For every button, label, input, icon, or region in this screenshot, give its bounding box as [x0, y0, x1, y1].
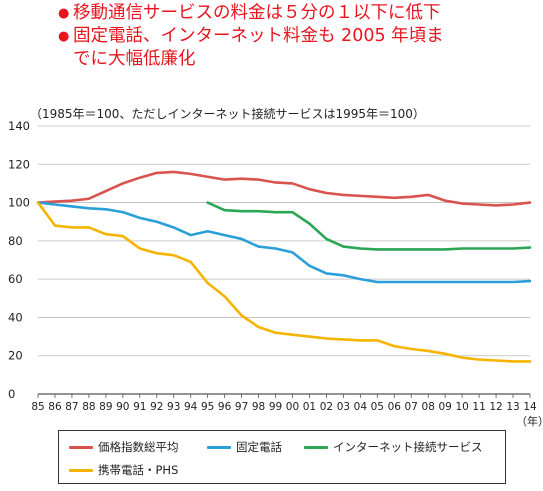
- x-tick-label: 01: [303, 401, 316, 413]
- x-tick-label: 90: [116, 401, 129, 413]
- x-tick-label: 94: [184, 401, 198, 413]
- x-tick-label: 06: [388, 401, 402, 413]
- x-tick-label: 86: [48, 401, 62, 413]
- x-tick-label: 14: [523, 401, 537, 413]
- series-line-4: [36, 201, 532, 363]
- chart-note: （1985年＝100、ただしインターネット接続サービスは1995年＝100）: [30, 106, 425, 121]
- y-tick-label: 20: [8, 349, 23, 363]
- bullet-icon: ●: [58, 29, 70, 44]
- legend-item-internet: インターネット接続サービス: [304, 439, 483, 455]
- x-tick-label: 12: [489, 401, 502, 413]
- x-tick-label: 93: [167, 401, 180, 413]
- gridlines: [38, 125, 530, 395]
- y-tick-label: 60: [8, 272, 23, 286]
- legend-item-price-index: 価格指数総平均: [69, 439, 179, 455]
- x-tick-label: 10: [455, 401, 468, 413]
- x-tick-label: 87: [65, 401, 78, 413]
- headline-2-text: 固定電話、インターネット料金も 2005 年頃ま でに大幅低廉化: [73, 26, 444, 69]
- legend-label: 固定電話: [236, 440, 282, 454]
- x-tick-label: 85: [31, 401, 44, 413]
- x-tick-label: 02: [320, 401, 333, 413]
- headline-2: ● 固定電話、インターネット料金も 2005 年頃ま でに大幅低廉化: [58, 25, 538, 71]
- y-tick-label: 80: [8, 234, 23, 248]
- legend-item-fixed-phone: 固定電話: [207, 439, 282, 455]
- x-tick-label: 89: [99, 401, 112, 413]
- x-tick-label: 95: [201, 401, 214, 413]
- legend-label: インターネット接続サービス: [333, 440, 483, 454]
- series-lines: [36, 170, 532, 363]
- legend: 価格指数総平均 固定電話 インターネット接続サービス 携帯電話・PHS: [58, 430, 506, 484]
- legend-swatch: [69, 468, 93, 472]
- legend-label: 携帯電話・PHS: [98, 463, 179, 477]
- x-axis-ticks: 85 86 87 88 89 90 91 92 93 94 95 96 97 98 99 00 01 02 03 04…: [31, 394, 537, 413]
- x-tick-label: 97: [235, 401, 248, 413]
- x-tick-label: 07: [405, 401, 418, 413]
- x-tick-label: 03: [337, 401, 350, 413]
- x-tick-label: 04: [354, 401, 368, 413]
- x-tick-label: 13: [506, 401, 519, 413]
- series-line-1: [36, 170, 532, 207]
- legend-swatch: [304, 445, 328, 449]
- x-tick-label: 08: [422, 401, 435, 413]
- legend-swatch: [69, 445, 93, 449]
- x-tick-label: 96: [218, 401, 232, 413]
- x-tick-label: 05: [371, 401, 384, 413]
- series-line-3: [206, 201, 532, 251]
- x-tick-label: 98: [252, 401, 265, 413]
- series-line-2: [36, 201, 532, 284]
- y-axis-ticks: 0 20 40 60 80 100 120 140: [8, 119, 30, 401]
- x-tick-label: 09: [438, 401, 451, 413]
- x-tick-label: 11: [472, 401, 485, 413]
- x-tick-label: 92: [150, 401, 163, 413]
- headline-1-text: 移動通信サービスの料金は５分の１以下に低下: [73, 3, 441, 23]
- headline-1: ● 移動通信サービスの料金は５分の１以下に低下: [58, 2, 538, 25]
- x-tick-label: 99: [269, 401, 282, 413]
- headline-block: ● 移動通信サービスの料金は５分の１以下に低下 ● 固定電話、インターネット料金…: [58, 2, 538, 71]
- y-tick-label: 0: [8, 387, 15, 401]
- legend-label: 価格指数総平均: [98, 440, 179, 454]
- legend-item-mobile: 携帯電話・PHS: [69, 462, 178, 478]
- y-tick-label: 100: [8, 196, 30, 210]
- y-tick-label: 120: [8, 157, 30, 171]
- y-tick-label: 140: [8, 119, 30, 133]
- y-tick-label: 40: [8, 310, 23, 324]
- bullet-icon: ●: [58, 6, 70, 21]
- x-axis-unit: （年）: [516, 414, 543, 428]
- x-tick-label: 91: [133, 401, 146, 413]
- x-tick-label: 88: [82, 401, 95, 413]
- line-chart: （1985年＝100、ただしインターネット接続サービスは1995年＝100） 0…: [8, 106, 543, 428]
- legend-swatch: [207, 445, 231, 449]
- x-tick-label: 00: [286, 401, 299, 413]
